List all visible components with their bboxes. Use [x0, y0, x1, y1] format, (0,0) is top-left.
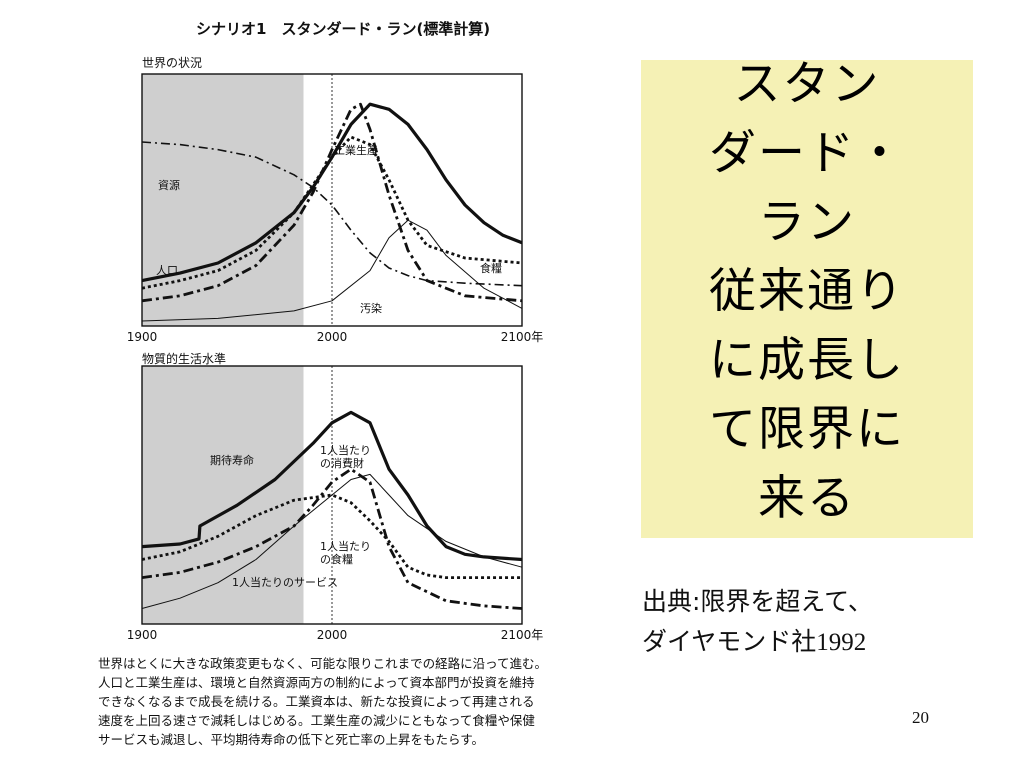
caption-line: 速度を上回る速さで減耗しはじめる。工業生産の減少にともなって食糧や保健: [98, 713, 535, 728]
series-label: 1人当たり: [320, 539, 371, 553]
series-label: 食糧: [480, 261, 502, 275]
history-shade: [142, 74, 304, 326]
caption-line: 世界はとくに大きな政策変更もなく、可能な限りこれまでの経路に沿って進む。: [98, 656, 548, 671]
source-year: 1992: [816, 629, 867, 656]
series-label: の消費財: [320, 456, 364, 470]
figure-caption: 世界はとくに大きな政策変更もなく、可能な限りこれまでの経路に沿って進む。 人口と…: [98, 654, 568, 749]
title-line: スタン: [733, 57, 881, 112]
plot-frame: [141, 73, 523, 327]
series-label: の食糧: [320, 552, 353, 566]
x-tick-label: 2100年: [501, 628, 544, 642]
title-line: 従来通り: [709, 264, 905, 319]
x-tick-label: 2100年: [501, 330, 544, 344]
source-text: 出典:限界を超えて、: [642, 587, 873, 616]
source-citation: 出典:限界を超えて、 ダイヤモンド社1992: [642, 582, 873, 663]
source-publisher: ダイヤモンド社: [642, 627, 817, 656]
title-line: 来る: [758, 471, 856, 526]
series-label: 1人当たり: [320, 443, 371, 457]
plot-frame: [141, 365, 523, 625]
series-label: 人口: [156, 264, 178, 277]
series-line-0: [141, 141, 523, 287]
series-label: 汚染: [360, 301, 382, 315]
x-tick-label: 2000: [317, 330, 348, 344]
page-number: 20: [912, 708, 929, 727]
series-line-2: [141, 493, 522, 579]
history-shade: [142, 366, 304, 624]
series-label: 資源: [158, 178, 180, 192]
x-tick-label: 2000: [317, 628, 348, 642]
caption-line: 人口と工業生産は、環境と自然資源両方の制約によって資本部門が投資を維持: [98, 675, 535, 690]
panel2-title: 物質的生活水準: [142, 352, 227, 366]
title-line: ラン: [758, 195, 856, 250]
series-line-2: [141, 102, 523, 303]
title-line: ダード・: [709, 126, 905, 181]
series-label: 工業生産: [334, 143, 378, 157]
caption-line: サービスも減退し、平均期待寿命の低下と死亡率の上昇をもたらす。: [98, 732, 485, 747]
series-line-1: [141, 467, 523, 610]
title-line: に成長し: [709, 333, 905, 388]
caption-line: できなくなるまで成長を続ける。工業資本は、新たな投資によって再建される: [98, 694, 535, 709]
slide-title: スタン ダード・ ラン 従来通り に成長し て限界に 来る: [641, 50, 973, 533]
series-line-3: [141, 473, 523, 609]
scenario-figure: シナリオ1 スタンダード・ラン(標準計算) 世界の状況 物質的生活水準 資源人口…: [92, 14, 572, 758]
series-line-3: [141, 135, 523, 290]
x-tick-label: 1900: [127, 330, 158, 344]
slide-title-box: スタン ダード・ ラン 従来通り に成長し て限界に 来る: [641, 57, 973, 538]
figure-title: シナリオ1 スタンダード・ラン(標準計算): [196, 20, 491, 38]
title-line: て限界に: [709, 402, 905, 457]
x-tick-label: 1900: [127, 628, 158, 642]
series-line-1: [141, 102, 523, 283]
series-label: 1人当たりのサービス: [232, 575, 338, 589]
series-line-0: [141, 410, 523, 562]
series-line-4: [141, 219, 523, 322]
series-label: 期待寿命: [210, 453, 254, 467]
panel1-title: 世界の状況: [142, 56, 203, 70]
